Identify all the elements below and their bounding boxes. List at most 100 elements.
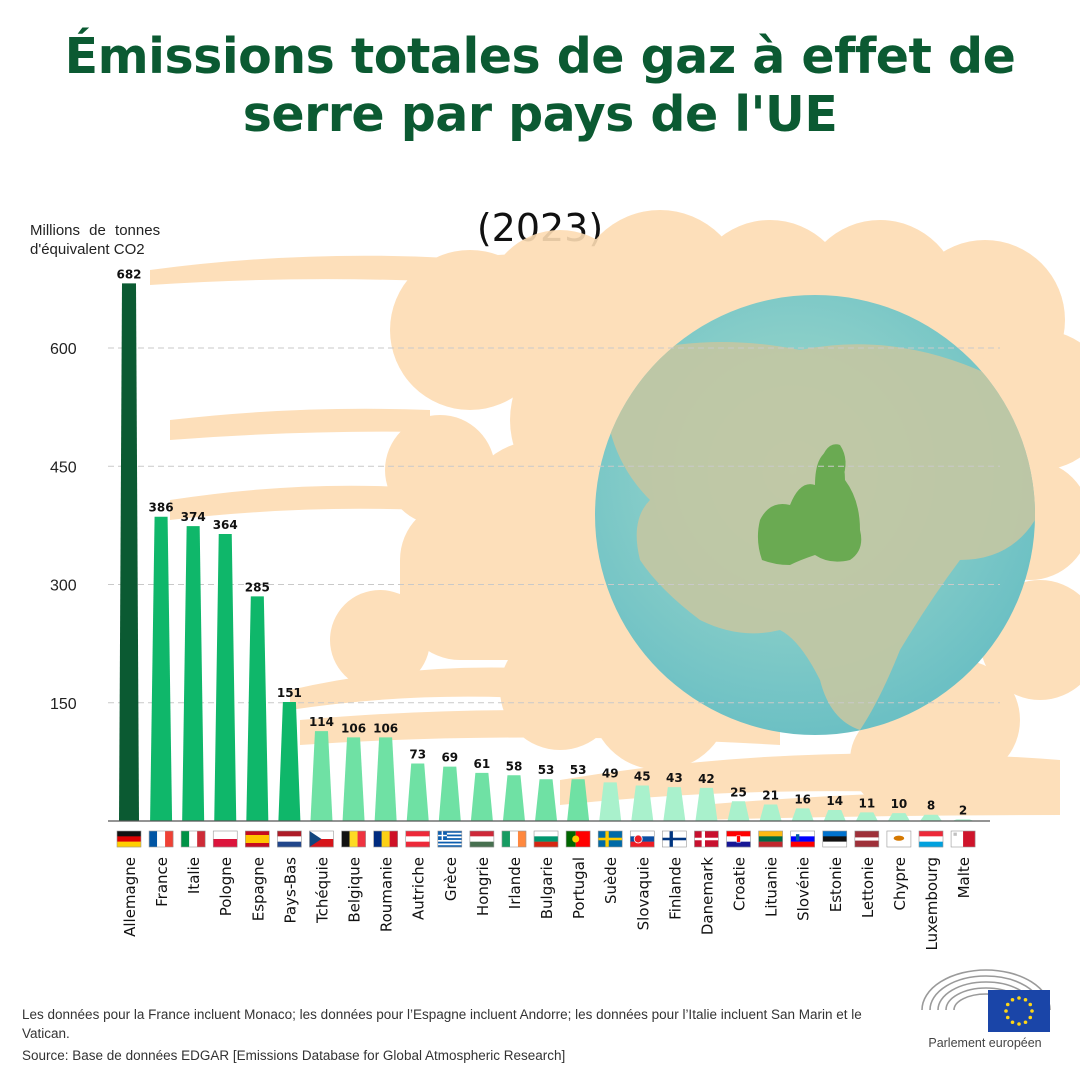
x-tick-label: Chypre	[891, 857, 909, 910]
y-tick-label: 150	[50, 696, 77, 713]
x-tick-label: Slovaquie	[634, 857, 652, 930]
value-label: 114	[309, 715, 334, 729]
bar-finlande	[663, 787, 686, 821]
x-tick-label: Pologne	[217, 857, 235, 916]
bar-hongrie	[470, 772, 493, 821]
eu-star	[1005, 1015, 1010, 1020]
value-label: 151	[277, 686, 302, 700]
value-label: 53	[538, 763, 555, 777]
value-label: 14	[826, 794, 843, 808]
value-label: 16	[794, 792, 811, 806]
flag-belgium	[341, 830, 366, 848]
flag-italy	[180, 830, 206, 848]
eu-star	[1017, 996, 1021, 1000]
eu-star	[1017, 1022, 1021, 1026]
unit-line-1: Millions de tonnes	[30, 222, 161, 239]
x-tick-label: Bulgarie	[538, 857, 556, 919]
source-note: Source: Base de données EDGAR [Emissions…	[22, 1048, 566, 1063]
bar-slovaquie	[631, 785, 654, 821]
bar-allemagne	[119, 283, 139, 821]
bar-danemark	[695, 787, 718, 821]
flag-france	[148, 830, 174, 848]
eu-star	[1010, 997, 1015, 1002]
eu-star	[1010, 1020, 1015, 1025]
x-tick-label: Irlande	[506, 857, 524, 909]
unit-line-2: d'équivalent CO2	[30, 241, 145, 258]
flag-malta	[950, 830, 976, 848]
value-label: 58	[506, 759, 523, 773]
bar-lituanie	[759, 804, 782, 821]
x-tick-label: Italie	[185, 857, 203, 894]
eu-star	[1004, 1009, 1008, 1013]
x-tick-label: Belgique	[346, 857, 364, 923]
gridlines	[108, 347, 1000, 704]
flag-ireland	[501, 830, 527, 848]
logo-text: Parlement européen	[928, 1036, 1042, 1050]
flag-estonia	[822, 830, 848, 848]
x-tick-label: Autriche	[410, 857, 428, 920]
x-tick-label: Espagne	[249, 857, 267, 921]
bar-irlande	[502, 775, 525, 821]
y-tick-label: 600	[50, 341, 77, 358]
value-label: 386	[149, 501, 174, 515]
x-tick-label: Malte	[955, 857, 973, 898]
bar-portugal	[567, 779, 590, 821]
eu-star	[1005, 1002, 1010, 1007]
y-tick-label: 450	[50, 459, 77, 476]
x-tick-label: Grèce	[442, 857, 460, 901]
flag-greece	[437, 830, 463, 848]
value-label: 682	[116, 267, 141, 281]
footnote: Les données pour la France incluent Mona…	[22, 1007, 862, 1041]
bar-espagne	[246, 596, 269, 821]
value-label: 61	[474, 757, 491, 771]
bar-croatie	[727, 801, 750, 821]
flag-portugal	[565, 830, 591, 848]
flag-lithuania	[758, 830, 783, 848]
value-label: 8	[927, 799, 935, 813]
scandinavia-shape	[818, 444, 846, 482]
flag-finland	[662, 830, 687, 848]
bars	[119, 283, 975, 821]
value-label: 106	[341, 721, 366, 735]
value-label: 106	[373, 721, 398, 735]
x-tick-label: Tchéquie	[313, 857, 331, 924]
bar-estonie	[823, 809, 846, 821]
flag-bulgaria	[533, 830, 559, 848]
bar-grèce	[438, 766, 461, 821]
value-label: 2	[959, 803, 967, 817]
value-label: 53	[570, 763, 587, 777]
x-tick-label: France	[153, 857, 171, 907]
x-tick-label: Finlande	[666, 857, 684, 920]
y-axis: 150 300 450 600	[50, 341, 77, 713]
eu-star	[1030, 1009, 1034, 1013]
flag-croatia	[726, 830, 751, 848]
eu-star	[1028, 1015, 1033, 1020]
globe-illustration	[595, 295, 1035, 735]
chart-title: Émissions totales de gaz à effet de serr…	[64, 28, 1016, 143]
flag-czechia	[309, 830, 334, 848]
eu-star	[1023, 997, 1028, 1002]
eu-star	[1023, 1020, 1028, 1025]
bar-roumanie	[374, 737, 397, 821]
flags	[116, 830, 976, 848]
x-axis-labels: Allemagne France Italie Pologne Espagne Pays-…	[121, 857, 973, 951]
bar-pologne	[214, 534, 237, 821]
bar-italie	[182, 526, 205, 821]
bar-suède	[599, 782, 622, 821]
value-label: 49	[602, 766, 619, 780]
value-label: 25	[730, 785, 747, 799]
value-label: 42	[698, 772, 715, 786]
x-tick-label: Allemagne	[121, 857, 139, 937]
flag-slovakia	[629, 830, 655, 848]
flag-denmark	[694, 830, 719, 848]
european-parliament-logo	[921, 969, 1051, 1032]
x-tick-label: Roumanie	[378, 857, 396, 932]
x-tick-label: Lituanie	[763, 857, 781, 917]
value-label: 10	[891, 797, 908, 811]
value-label: 11	[858, 796, 875, 810]
x-tick-label: Croatie	[731, 857, 749, 911]
bar-france	[150, 516, 173, 821]
x-tick-label: Pays-Bas	[281, 857, 299, 924]
x-tick-label: Lettonie	[859, 857, 877, 918]
flag-spain	[245, 830, 270, 848]
